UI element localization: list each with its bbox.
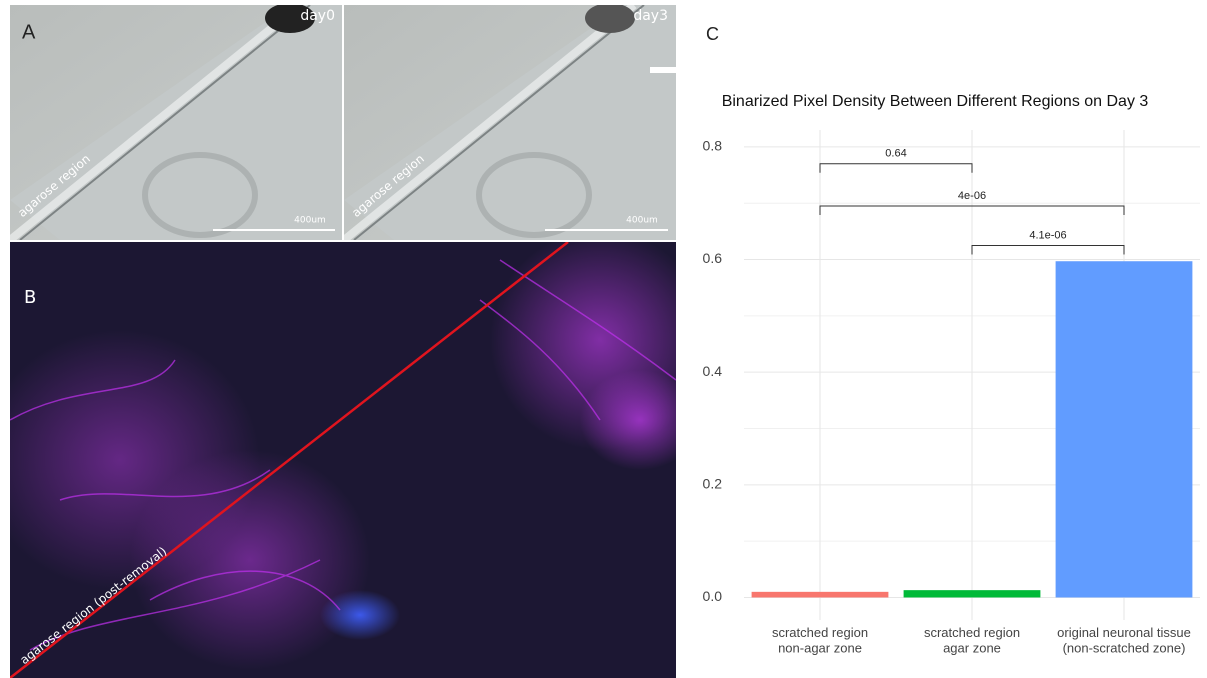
y-tick-label: 0.2 bbox=[703, 476, 723, 492]
panel-label: A bbox=[22, 21, 36, 43]
y-tick-label: 0.8 bbox=[703, 138, 723, 154]
scale-label: 400um bbox=[294, 216, 326, 226]
figure: A day0 day3 agarose region agarose regio… bbox=[0, 0, 1207, 678]
p-value-label: 4.1e-06 bbox=[1029, 229, 1066, 241]
fluorescence-image bbox=[0, 230, 710, 678]
panel-label: B bbox=[24, 287, 36, 308]
significance-bracket bbox=[972, 245, 1124, 254]
significance-bracket bbox=[820, 164, 972, 173]
bar bbox=[1056, 261, 1193, 597]
caption: day0 bbox=[300, 8, 335, 24]
chart-title: Binarized Pixel Density Between Differen… bbox=[722, 93, 1149, 110]
scale-label: 400um bbox=[626, 216, 658, 226]
y-tick-label: 0.4 bbox=[703, 363, 723, 379]
bar bbox=[904, 590, 1041, 597]
p-value-label: 4e-06 bbox=[958, 190, 986, 202]
bar bbox=[752, 592, 889, 598]
x-tick-label: original neuronal tissue(non-scratched z… bbox=[1057, 625, 1191, 656]
brightfield-day0 bbox=[10, 3, 342, 240]
brightfield-day3 bbox=[344, 3, 676, 240]
y-tick-label: 0.0 bbox=[703, 588, 723, 604]
panel-label: C bbox=[706, 24, 719, 44]
y-tick-label: 0.6 bbox=[703, 250, 723, 266]
caption: day3 bbox=[633, 8, 668, 24]
p-value-label: 0.64 bbox=[885, 148, 906, 160]
